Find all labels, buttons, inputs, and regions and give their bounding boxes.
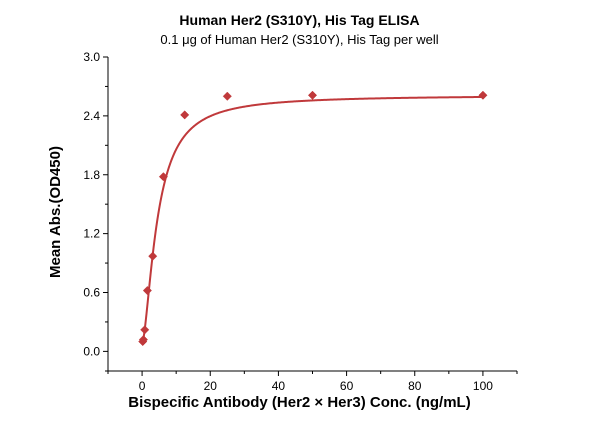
fit-curve <box>141 95 483 343</box>
x-tick-label: 0 <box>139 379 146 393</box>
data-point <box>142 285 152 296</box>
chart-title: Human Her2 (S310Y), His Tag ELISA <box>179 12 420 28</box>
x-tick-label: 20 <box>204 379 218 393</box>
data-point <box>140 325 150 335</box>
data-point <box>138 335 148 345</box>
y-tick-label: 1.8 <box>83 168 100 182</box>
data-point <box>180 110 190 120</box>
data-point <box>158 172 168 182</box>
x-tick-label: 60 <box>340 379 354 393</box>
y-tick-label: 1.2 <box>83 227 100 241</box>
data-point <box>478 90 488 100</box>
y-tick-label: 0.0 <box>83 344 100 358</box>
data-point <box>222 91 232 101</box>
x-tick-label: 40 <box>272 379 286 393</box>
data-point <box>148 251 158 261</box>
y-axis-label: Mean Abs.(OD450) <box>47 146 64 278</box>
x-axis-label: Bispecific Antibody (Her2 × Her3) Conc. … <box>128 394 471 411</box>
y-tick-label: 3.0 <box>83 50 100 64</box>
chart-subtitle: 0.1 μg of Human Her2 (S310Y), His Tag pe… <box>160 32 439 47</box>
y-tick-label: 2.4 <box>83 109 100 123</box>
data-point <box>307 90 318 100</box>
y-tick-label: 0.6 <box>83 286 100 300</box>
x-tick-label: 80 <box>408 379 422 393</box>
x-tick-label: 100 <box>473 379 493 393</box>
